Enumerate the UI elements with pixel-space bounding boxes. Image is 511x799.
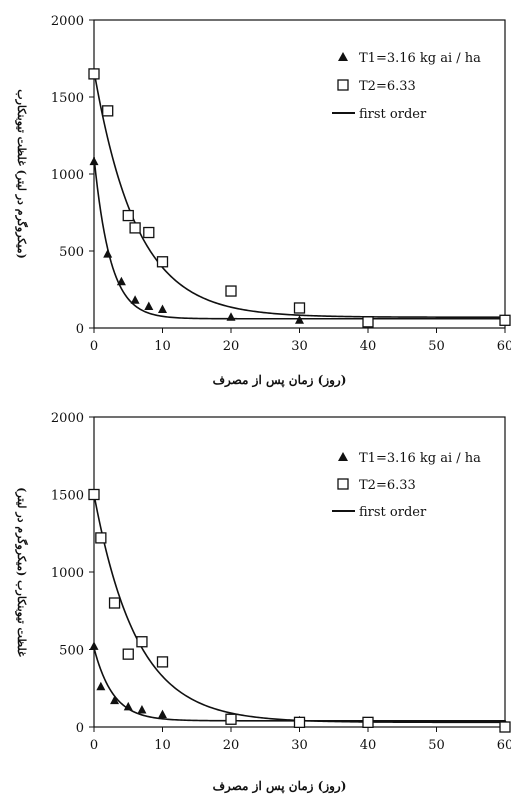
y-tick-label: 500 (59, 644, 84, 659)
x-axis-label: (روز) زمان پس از مصرف (213, 373, 347, 388)
t1-triangle-point (110, 695, 120, 705)
t2-square-point (499, 721, 511, 733)
legend-square-icon (337, 79, 349, 91)
t2-square-point (129, 222, 141, 234)
x-tick-label: 50 (428, 339, 445, 354)
t1-triangle-point (226, 312, 236, 321)
chart-top: 0 500 1000 1500 2000 0 10 20 30 40 50 60 (روز) زمان … (0, 0, 511, 390)
x-tick-label: 20 (223, 339, 240, 354)
plot-frame (93, 19, 506, 329)
first-order-curve-1 (93, 156, 505, 320)
y-tick-label: 500 (59, 245, 84, 260)
x-tick-label: 30 (291, 738, 308, 753)
legend-label: T2=6.33 (359, 478, 416, 493)
y-axis-label: (میکروگرم در لیتر) غلظت تیوبنکارب (15, 89, 29, 259)
x-tick-label: 30 (291, 339, 308, 354)
y-tick-label: 2000 (51, 411, 84, 426)
y-tick-label: 0 (76, 322, 84, 337)
x-tick-label: 10 (154, 339, 171, 354)
first-order-curve-1 (93, 647, 505, 722)
t2-square-point (88, 68, 100, 80)
t2-square-point (102, 105, 114, 117)
t2-square-point (122, 209, 134, 222)
t2-square-point (95, 532, 107, 544)
y-axis-label: غلظت تیوبنکارب (میکروگرم در لیتر) (15, 487, 29, 657)
y-tick-label: 1000 (51, 566, 84, 581)
t1-triangle-point (96, 681, 106, 691)
t1-triangle-point (123, 701, 133, 711)
x-tick-label: 0 (90, 339, 98, 354)
y-tick-label: 1500 (51, 489, 84, 504)
t2-square-point (362, 716, 374, 729)
t2-square-point (143, 226, 155, 239)
t2-square-point (88, 488, 100, 501)
t1-triangle-point (130, 295, 140, 304)
x-tick-label: 60 (497, 339, 511, 354)
chart-bottom-svg: 0 500 1000 1500 2000 0 10 20 30 40 50 60 (روز) زمان … (15, 411, 511, 794)
legend-label: first order (359, 505, 427, 520)
t2-square-point (225, 285, 237, 297)
t1-triangle-point (158, 709, 167, 719)
t1-triangle-point (103, 249, 113, 258)
t2-square-point (156, 656, 169, 668)
x-axis-label: (روز) زمان پس از مصرف (213, 779, 347, 794)
t1-triangle-point (116, 276, 126, 286)
t2-square-point (122, 648, 134, 660)
legend-label: T2=6.33 (359, 79, 416, 94)
t2-square-point (136, 636, 148, 648)
x-tick-label: 10 (154, 738, 171, 753)
y-tick-label: 1000 (51, 168, 84, 183)
x-tick-label: 40 (360, 339, 377, 354)
x-tick-label: 20 (223, 738, 240, 753)
t1-triangle-point (295, 315, 304, 324)
x-tick-label: 60 (497, 738, 511, 753)
legend-label: first order (359, 107, 427, 122)
y-tick-label: 0 (76, 721, 84, 736)
t2-square-point (293, 716, 306, 729)
legend-triangle-icon (338, 52, 348, 61)
t1-triangle-point (89, 156, 99, 166)
t2-square-point (108, 597, 121, 609)
t2-square-point (499, 314, 511, 326)
t1-triangle-point (89, 641, 99, 650)
first-order-curve-2 (93, 70, 505, 318)
x-tick-label: 0 (90, 738, 98, 753)
legend-label: T1=3.16 kg ai / ha (359, 451, 481, 466)
x-tick-label: 40 (360, 738, 377, 753)
t2-square-point (225, 713, 237, 725)
chart-top-svg: 0 500 1000 1500 2000 0 10 20 30 40 50 60 (روز) زمان … (15, 14, 511, 388)
t2-square-point (156, 256, 169, 268)
t2-square-point (362, 316, 374, 328)
legend: T1=3.16 kg ai / ha T2=6.33 first order (332, 51, 481, 122)
t1-triangle-point (137, 704, 147, 714)
first-order-curve-2 (93, 494, 505, 724)
legend-label: T1=3.16 kg ai / ha (359, 51, 481, 66)
legend-triangle-icon (338, 452, 348, 461)
legend-square-icon (337, 478, 349, 490)
legend: T1=3.16 kg ai / ha T2=6.33 first order (332, 451, 481, 520)
y-tick-label: 1500 (51, 91, 84, 106)
t1-triangle-point (144, 301, 154, 310)
t2-square-point (293, 302, 306, 314)
y-tick-label: 2000 (51, 14, 84, 29)
x-tick-label: 50 (428, 738, 445, 753)
chart-bottom: 0 500 1000 1500 2000 0 10 20 30 40 50 60 (روز) زمان … (0, 400, 511, 799)
t1-triangle-point (158, 304, 167, 314)
